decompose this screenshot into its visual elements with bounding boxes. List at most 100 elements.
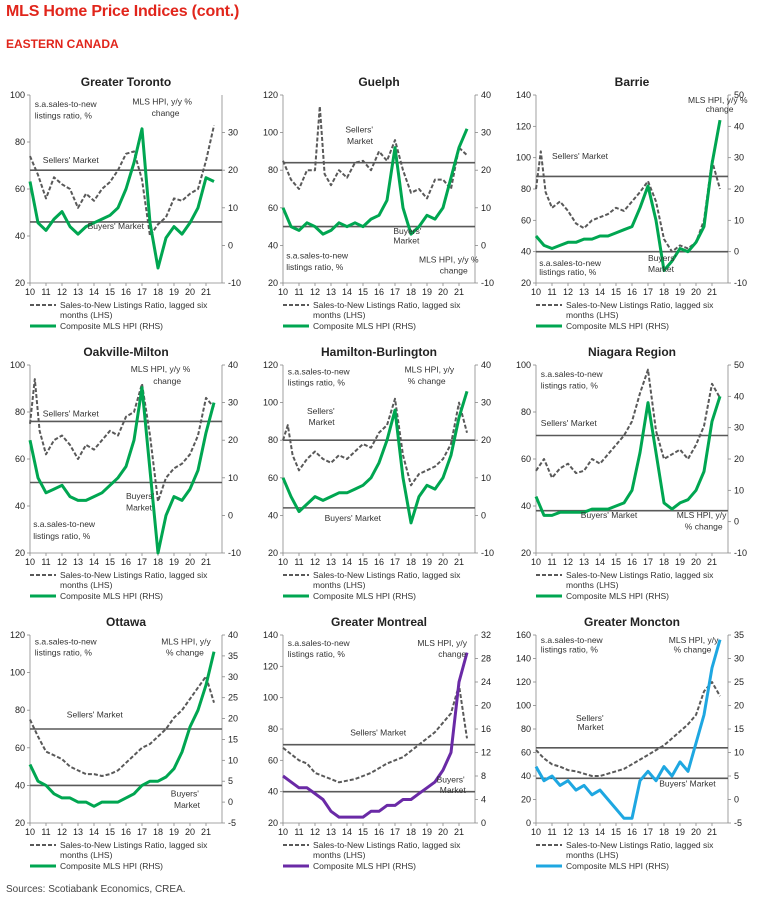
x-tick-label: 20 bbox=[691, 827, 701, 837]
chart-annotation: change bbox=[706, 104, 734, 114]
x-tick-label: 14 bbox=[595, 557, 605, 567]
chart-annotation: s.a.sales-to-new bbox=[33, 519, 96, 529]
x-tick-label: 12 bbox=[57, 557, 67, 567]
left-tick-label: 120 bbox=[263, 661, 278, 671]
chart-annotation: MLS HPI, y/y bbox=[677, 510, 727, 520]
left-tick-label: 120 bbox=[263, 360, 278, 370]
x-tick-label: 13 bbox=[579, 827, 589, 837]
left-tick-label: 60 bbox=[268, 473, 278, 483]
x-tick-label: 10 bbox=[25, 557, 35, 567]
x-tick-label: 16 bbox=[627, 287, 637, 297]
chart-annotation: Sellers' Market bbox=[350, 727, 407, 737]
chart-panel: Niagara Region 20 40 60 80 100 -10 0 10 20 30 40 50 1… bbox=[506, 340, 759, 625]
chart-svg: Greater Moncton 0 20 40 60 80 100 120 140 160 -5 0 5… bbox=[516, 615, 744, 871]
right-tick-label: 10 bbox=[734, 748, 744, 758]
chart-annotation: Market bbox=[578, 722, 605, 732]
x-tick-label: 19 bbox=[675, 287, 685, 297]
left-tick-label: 80 bbox=[521, 724, 531, 734]
x-tick-label: 16 bbox=[374, 287, 384, 297]
chart-svg: Niagara Region20406080100-10010203040501… bbox=[516, 345, 747, 601]
left-tick-label: 100 bbox=[10, 90, 25, 100]
chart-annotation: listings ratio, % bbox=[539, 267, 597, 277]
left-tick-label: 100 bbox=[263, 693, 278, 703]
chart-title: Barrie bbox=[615, 75, 650, 89]
x-tick-label: 12 bbox=[310, 827, 320, 837]
left-tick-label: 120 bbox=[516, 677, 531, 687]
x-tick-label: 16 bbox=[121, 557, 131, 567]
chart-annotation: listings ratio, % bbox=[541, 645, 599, 655]
left-tick-label: 80 bbox=[521, 407, 531, 417]
chart-annotation: % change bbox=[674, 645, 712, 655]
x-tick-label: 17 bbox=[643, 827, 653, 837]
chart-panel: Ottawa 20 40 60 80 100 120 -5 0 5 10 15 20 25 30 35 40 10… bbox=[0, 610, 253, 895]
chart-annotation: Buyers' bbox=[126, 491, 154, 501]
x-tick-label: 11 bbox=[294, 557, 303, 567]
ratio-series-line bbox=[535, 150, 721, 253]
right-tick-label: 30 bbox=[734, 654, 744, 664]
x-tick-label: 20 bbox=[185, 827, 195, 837]
legend-ratio-label: Sales-to-New Listings Ratio, lagged six bbox=[60, 570, 208, 580]
x-tick-label: 20 bbox=[438, 827, 448, 837]
right-tick-label: 30 bbox=[734, 423, 744, 433]
right-tick-label: 35 bbox=[228, 651, 238, 661]
chart-annotation: listings ratio, % bbox=[35, 111, 93, 121]
chart-annotation: s.a.sales-to-new bbox=[541, 369, 604, 379]
x-tick-label: 14 bbox=[89, 557, 99, 567]
right-tick-label: 30 bbox=[734, 153, 744, 163]
x-tick-label: 15 bbox=[611, 287, 621, 297]
chart-annotation: listings ratio, % bbox=[33, 531, 91, 541]
x-tick-label: 16 bbox=[121, 287, 131, 297]
hpi-series-line bbox=[534, 639, 722, 820]
left-tick-label: 100 bbox=[10, 668, 25, 678]
x-tick-label: 21 bbox=[707, 287, 717, 297]
chart-title: Greater Montreal bbox=[331, 615, 427, 629]
x-tick-label: 19 bbox=[169, 287, 179, 297]
legend-hpi-label: Composite MLS HPI (RHS) bbox=[313, 321, 416, 331]
right-tick-label: 0 bbox=[228, 797, 233, 807]
legend-ratio-label: Sales-to-New Listings Ratio, lagged six bbox=[313, 840, 461, 850]
legend-ratio-label: Sales-to-New Listings Ratio, lagged six bbox=[60, 840, 208, 850]
x-tick-label: 20 bbox=[691, 287, 701, 297]
chart-panel: Guelph 20 40 60 80 100 120 -10 0 10 20 30 40 10 11 12 13… bbox=[253, 70, 506, 355]
right-tick-label: 20 bbox=[481, 435, 491, 445]
chart-panel: Barrie 20 40 60 80 100 120 140 -10 0 10 20 30 40 50 10 1… bbox=[506, 70, 759, 355]
chart-annotation: change bbox=[440, 266, 468, 276]
chart-annotation: s.a.sales-to-new bbox=[539, 258, 602, 268]
x-tick-label: 21 bbox=[201, 827, 211, 837]
chart-annotation: Market bbox=[648, 264, 675, 274]
x-tick-label: 11 bbox=[547, 827, 556, 837]
right-tick-label: 10 bbox=[228, 755, 238, 765]
x-tick-label: 10 bbox=[278, 287, 288, 297]
chart-annotation: Sellers' Market bbox=[541, 418, 598, 428]
ratio-series-line bbox=[29, 378, 215, 503]
legend-hpi-label: Composite MLS HPI (RHS) bbox=[313, 861, 416, 871]
right-tick-label: 50 bbox=[734, 360, 744, 370]
hpi-series-line bbox=[28, 386, 216, 555]
chart-annotation: % change bbox=[166, 648, 204, 658]
left-tick-label: 0 bbox=[526, 818, 531, 828]
x-tick-label: 11 bbox=[294, 287, 303, 297]
chart-annotation: Sellers' Market bbox=[552, 151, 609, 161]
legend-ratio-label: Sales-to-New Listings Ratio, lagged six bbox=[313, 300, 461, 310]
legend-ratio-label-cont: months (LHS) bbox=[566, 850, 619, 860]
right-tick-label: 20 bbox=[481, 701, 491, 711]
left-tick-label: 140 bbox=[516, 90, 531, 100]
legend-ratio-label-cont: months (LHS) bbox=[60, 580, 113, 590]
x-tick-label: 13 bbox=[73, 287, 83, 297]
legend-ratio-label-cont: months (LHS) bbox=[313, 850, 366, 860]
left-tick-label: 20 bbox=[521, 278, 531, 288]
source-note: Sources: Scotiabank Economics, CREA. bbox=[6, 884, 186, 895]
chart-panel: Greater Toronto 20 40 60 80 100 -10 0 10 20 30 10 11… bbox=[0, 70, 253, 355]
right-tick-label: 0 bbox=[734, 795, 739, 805]
x-tick-label: 13 bbox=[326, 287, 336, 297]
x-tick-label: 12 bbox=[563, 287, 573, 297]
right-tick-label: 25 bbox=[228, 693, 238, 703]
right-tick-label: 0 bbox=[734, 247, 739, 257]
right-tick-label: 10 bbox=[734, 485, 744, 495]
chart-annotation: Buyers' Market bbox=[581, 510, 638, 520]
legend-hpi-label: Composite MLS HPI (RHS) bbox=[566, 321, 669, 331]
legend-ratio-label-cont: months (LHS) bbox=[60, 310, 113, 320]
left-tick-label: 80 bbox=[521, 184, 531, 194]
x-tick-label: 13 bbox=[579, 287, 589, 297]
x-tick-label: 14 bbox=[342, 827, 352, 837]
